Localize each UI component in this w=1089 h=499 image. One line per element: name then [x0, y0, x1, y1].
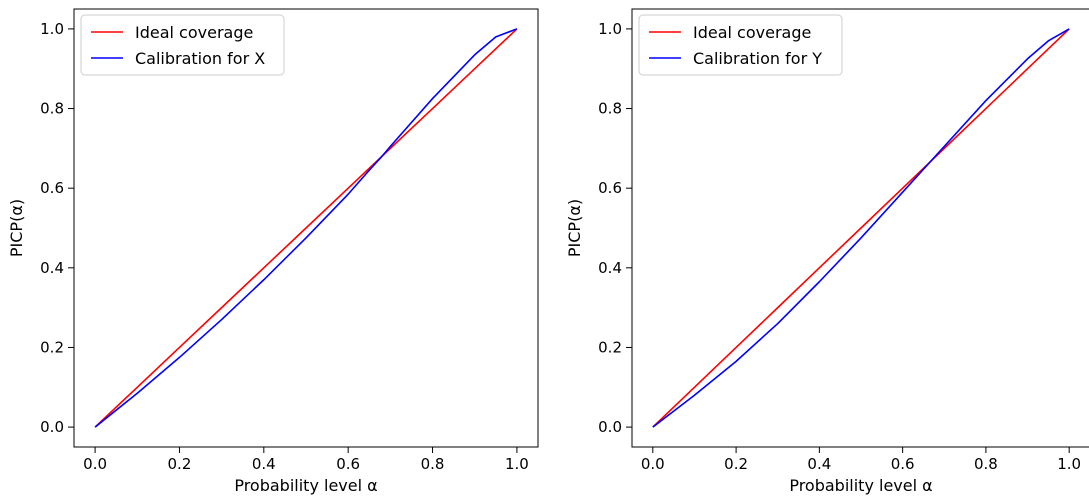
y-tick-label: 0.2	[598, 338, 622, 356]
x-tick-label: 0.0	[83, 455, 107, 473]
y-axis-label: PICP(α)	[7, 199, 26, 257]
legend-box	[638, 14, 843, 76]
legend-box	[80, 14, 285, 76]
legend-label: Ideal coverage	[135, 23, 253, 42]
series-line-ideal-coverage	[94, 28, 518, 428]
y-tick-label: 0.0	[598, 418, 622, 436]
x-tick-label: 1.0	[505, 455, 529, 473]
x-tick-label: 0.4	[807, 455, 831, 473]
x-tick-label: 0.8	[421, 455, 445, 473]
plot-area	[94, 28, 518, 428]
y-tick-label: 1.0	[598, 20, 622, 38]
y-tick-label: 0.8	[598, 100, 622, 118]
y-tick-label: 0.4	[598, 259, 622, 277]
y-tick-label: 0.4	[40, 259, 64, 277]
x-axis-label: Probability level α	[234, 476, 377, 495]
y-tick-label: 0.0	[40, 418, 64, 436]
legend-label: Ideal coverage	[693, 23, 811, 42]
axes-frame	[73, 8, 539, 448]
series-line-calibration	[94, 28, 518, 428]
x-tick-label: 0.8	[974, 455, 998, 473]
legend: Ideal coverage Calibration for X	[80, 14, 285, 76]
chart-panel-1: 0.0 0.2 0.4 0.6 0.8 1.0 0.0 0.2 0.4 0.6 0.8 1.0 Prob…	[7, 8, 539, 495]
x-tick-label: 0.0	[641, 455, 665, 473]
axes-frame	[631, 8, 1089, 448]
series-line-calibration	[652, 28, 1070, 428]
y-axis-label: PICP(α)	[565, 199, 584, 257]
x-tick-label: 0.6	[336, 455, 360, 473]
x-tick-label: 0.4	[252, 455, 276, 473]
x-tick-label: 0.2	[168, 455, 192, 473]
chart-panel-2: 0.0 0.2 0.4 0.6 0.8 1.0 0.0 0.2 0.4 0.6 0.8 1.0 Prob…	[565, 8, 1089, 495]
y-tick-label: 0.8	[40, 100, 64, 118]
plot-area	[652, 28, 1070, 428]
legend-label: Calibration for X	[135, 49, 265, 68]
y-tick-label: 1.0	[40, 20, 64, 38]
x-tick-label: 0.6	[891, 455, 915, 473]
legend-label: Calibration for Y	[693, 49, 822, 68]
x-tick-label: 0.2	[724, 455, 748, 473]
y-tick-label: 0.6	[40, 179, 64, 197]
y-tick-label: 0.2	[40, 338, 64, 356]
series-line-ideal-coverage	[652, 28, 1070, 428]
x-tick-label: 1.0	[1057, 455, 1081, 473]
y-tick-label: 0.6	[598, 179, 622, 197]
legend: Ideal coverage Calibration for Y	[638, 14, 843, 76]
x-axis-label: Probability level α	[789, 476, 932, 495]
